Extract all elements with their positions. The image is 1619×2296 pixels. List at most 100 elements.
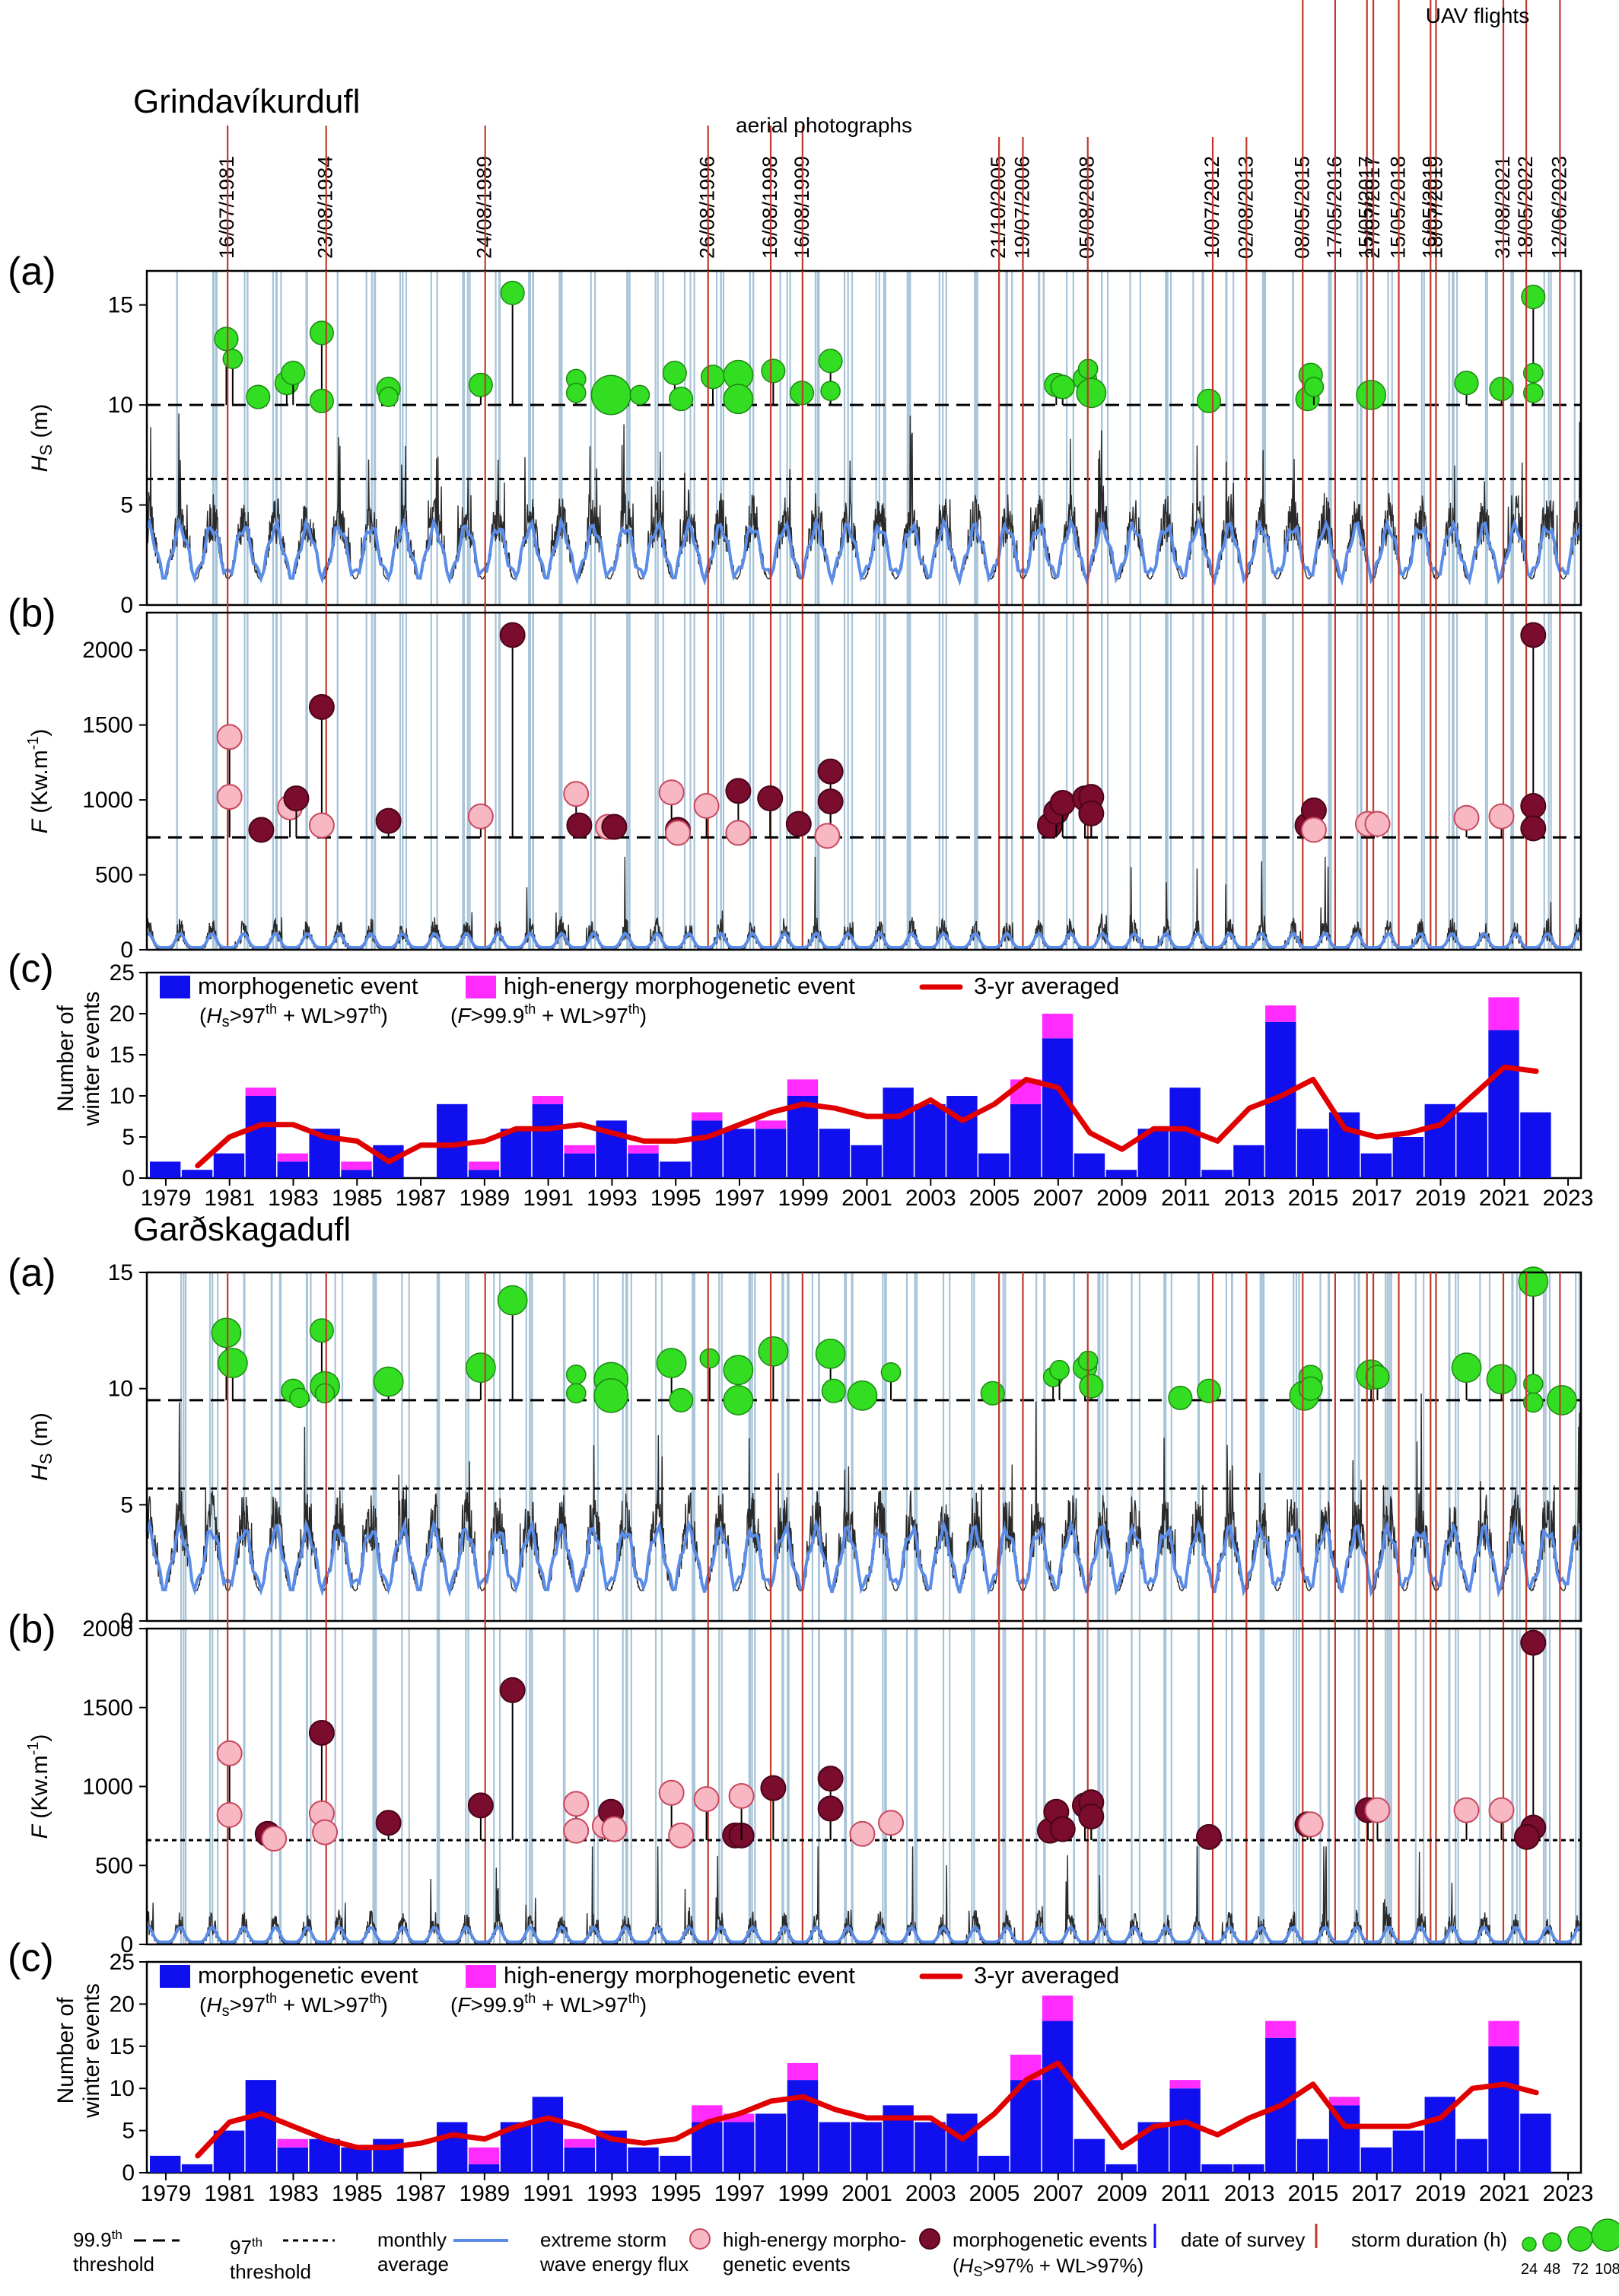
storm-event-point [1076,377,1107,409]
high-energy-bar [1042,1995,1074,2021]
storm-event-point [1522,362,1544,384]
morpho-bar [819,1129,851,1178]
legend-morpho-rule: (HS>97% + WL>97%) [953,2254,1143,2279]
year-tick-label: 2011 [1161,1186,1210,1211]
text-span: th [369,1991,380,2006]
survey-labels: 16/07/198123/08/198424/08/198926/08/1996… [215,0,1570,271]
count-tick-label: 15 [110,1043,135,1068]
flux-series [146,1846,1582,1945]
monthly-average [145,516,1582,587]
text-span: S [973,2264,982,2279]
count-axis-label: Number of [53,1005,78,1112]
storm-event-point [1521,285,1546,310]
count-tick-label: 0 [122,1166,135,1191]
flux-tick-label: 500 [95,863,133,888]
text-span: th [252,2235,262,2250]
storm-event-point [723,1385,754,1415]
legend-morpho-label: morphogenetic event [198,1962,418,1989]
year-tick-label: 1987 [396,2181,447,2206]
morpho-bar [341,2147,372,2173]
morphogenetic-event-point [817,1795,844,1822]
legend-thr999: 99.9th [73,2228,122,2251]
storm-event-point [1196,388,1222,413]
morphogenetic-event-point [248,817,275,843]
text-span: -1 [25,1742,42,1756]
monthly-average [145,1517,1582,1598]
legend-duration-label: 108 [1595,2261,1619,2278]
legend-high-swatch [466,976,496,998]
storm-event-point [222,349,243,369]
count-tick-label: 15 [110,2034,135,2059]
hs-axis-label: HS (m) [27,1412,56,1481]
year-tick-label: 2009 [1096,2181,1147,2206]
morpho-bar [500,1129,532,1178]
morpho-bar [532,1103,564,1178]
flux-tick-label: 1500 [82,713,133,738]
morpho-bar [851,1145,882,1178]
morphogenetic-event-point [1520,792,1547,819]
legend-avg-label: 3-yr averaged [974,973,1119,999]
year-tick-label: 2019 [1415,2181,1466,2206]
text-span: (m) [27,1412,52,1453]
storm-event-point [629,384,650,406]
storm-event-point [309,388,334,413]
morpho-bar [1488,2046,1519,2173]
legend-morpho-swatch [160,1965,190,1988]
text-span: ( [450,1004,458,1027]
morpho-bar [883,1087,914,1178]
high-energy-bar [1328,2097,1360,2106]
high-energy-event-point [658,779,685,806]
year-tick-label: 1995 [650,1186,701,1211]
year-tick-label: 1999 [778,1186,829,1211]
storm-event-point [758,1336,789,1367]
year-tick-label: 2019 [1415,1186,1466,1211]
legend-duration-circle [1522,2237,1537,2252]
morphogenetic-event-point [817,1766,844,1792]
morpho-bar [181,2164,213,2173]
text-span: H [959,2254,974,2277]
morphogenetic-event-point [308,1719,335,1746]
storm-event-point [1196,1378,1222,1403]
storm-event-point [1303,377,1325,397]
flux-tick-label: 2000 [82,638,133,663]
text-span: th [369,1002,380,1017]
storm-event-point [497,1285,528,1316]
year-tick-label: 1993 [587,2181,638,2206]
storm-event-point [217,1348,248,1378]
storm-event-point [1079,1374,1104,1399]
storm-event-point [309,1318,334,1343]
high-energy-bar [628,1145,659,1154]
panel-a-label: (a) [8,250,56,294]
storm-event-point [1486,1364,1517,1395]
year-tick-label: 2023 [1543,2181,1594,2206]
text-span: ( [450,1993,458,2017]
legend-storm: storm duration (h) [1351,2228,1507,2251]
legend-high-label: high-energy morphogenetic event [504,1962,855,1989]
high-energy-event-point [664,820,691,846]
high-energy-event-point [849,1820,876,1847]
high-energy-event-point [563,1817,590,1844]
morpho-bar [1360,2147,1392,2173]
legend-survey: date of survey [1181,2228,1305,2251]
year-tick-label: 2001 [841,2181,892,2206]
morpho-bar [755,1129,787,1178]
storm-event-point [590,374,631,416]
bottom-legend: 99.9ththreshold97ththresholdmonthlyavera… [73,2218,1619,2283]
morpho-bar [1105,1170,1137,1178]
legend-morpho-rule: (Hs>97th + WL>97th) [199,1002,388,1030]
morpho-bar [1392,2130,1424,2173]
hs-tick-label: 15 [108,1260,133,1285]
legend-morpho-swatch [160,976,190,998]
high-energy-bar [1488,997,1519,1030]
avg-line [195,1064,1539,1169]
year-tick-label: 2005 [969,2181,1020,2206]
storm-event-point [1522,1392,1544,1413]
morphogenetic-event-point [817,788,844,815]
storm-event-point [847,1380,878,1411]
morpho-bar [819,2122,851,2173]
panel-a-label: (a) [8,1251,56,1295]
morphogenetic-event-point [757,785,784,812]
year-tick-label: 2017 [1351,2181,1402,2206]
count-tick-label: 25 [110,1950,135,1975]
morpho-bar [532,2097,564,2173]
